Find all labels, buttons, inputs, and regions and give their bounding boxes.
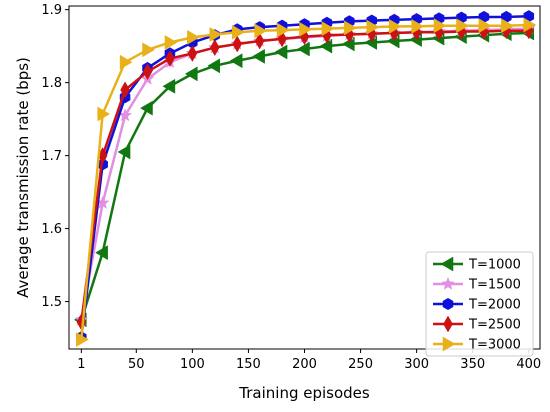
- y-axis-label: Average transmission rate (bps): [14, 57, 32, 298]
- data-point-t-3000: [501, 18, 514, 34]
- data-point-t-2500: [120, 81, 130, 99]
- x-axis-label: Training episodes: [238, 384, 370, 402]
- legend-item-t-1500: T=1500: [433, 276, 521, 293]
- legend-item-t-3000: T=3000: [433, 336, 521, 353]
- legend-label: T=1000: [468, 258, 521, 273]
- data-point-t-3000: [76, 332, 89, 347]
- data-point-t-1000: [95, 245, 108, 261]
- data-point-t-3000: [299, 21, 312, 37]
- x-tick-label: 1: [77, 357, 85, 372]
- legend: T=1000 T=1500 T=2000 T=2500 T=3000: [425, 251, 534, 357]
- x-axis-ticks: 1 50 100 150 200 250 300 350 400: [77, 349, 541, 372]
- series-t-3000: [76, 17, 537, 347]
- data-point-t-3000: [97, 106, 111, 122]
- data-point-t-1000: [252, 48, 265, 64]
- x-tick-label: 50: [128, 357, 145, 372]
- data-point-t-3000: [231, 24, 245, 40]
- data-point-t-3000: [209, 27, 223, 42]
- data-point-t-3000: [254, 23, 268, 39]
- legend-label: T=2500: [468, 318, 521, 333]
- data-point-t-3000: [456, 18, 469, 34]
- y-axis-ticks: 1.5 1.6 1.7 1.8 1.9: [41, 3, 69, 310]
- legend-item-t-1000: T=1000: [433, 256, 521, 273]
- data-point-t-1000: [207, 58, 221, 74]
- data-point-t-3000: [119, 54, 133, 70]
- x-tick-label: 300: [404, 357, 429, 372]
- legend-marker: [440, 256, 454, 272]
- data-point-t-1000: [274, 44, 288, 60]
- x-tick-label: 200: [292, 357, 317, 372]
- data-point-t-1000: [319, 38, 333, 54]
- data-point-t-1000: [140, 100, 153, 116]
- y-tick-label: 1.7: [41, 149, 62, 164]
- data-point-t-2500: [187, 44, 198, 62]
- x-tick-label: 400: [516, 357, 541, 372]
- legend-item-t-2500: T=2500: [433, 315, 521, 333]
- data-point-t-3000: [433, 18, 447, 34]
- data-point-t-3000: [523, 17, 537, 33]
- data-point-t-1000: [162, 78, 176, 94]
- data-point-t-3000: [411, 18, 425, 34]
- x-tick-label: 150: [236, 357, 261, 372]
- y-tick-label: 1.9: [41, 3, 62, 18]
- data-point-t-1000: [229, 53, 243, 69]
- legend-marker: [441, 276, 455, 290]
- legend-item-t-2000: T=2000: [433, 298, 521, 313]
- data-point-t-3000: [366, 19, 380, 35]
- data-point-t-3000: [142, 42, 155, 58]
- data-point-t-2500: [210, 39, 220, 57]
- data-point-t-3000: [276, 22, 290, 38]
- legend-marker: [443, 315, 453, 333]
- data-point-t-1000: [297, 41, 310, 57]
- data-point-t-1000: [117, 144, 131, 160]
- data-point-t-2500: [254, 32, 265, 50]
- y-tick-label: 1.8: [41, 76, 62, 91]
- series-t-1000: [73, 25, 535, 328]
- data-point-t-3000: [321, 21, 335, 37]
- data-point-t-2500: [232, 35, 242, 53]
- x-tick-label: 100: [180, 357, 205, 372]
- legend-box: [425, 251, 534, 357]
- legend-marker: [442, 297, 454, 311]
- data-point-t-3000: [164, 35, 178, 50]
- data-point-t-3000: [187, 29, 200, 45]
- x-tick-label: 250: [348, 357, 373, 372]
- series-layer: [73, 10, 537, 347]
- legend-label: T=1500: [468, 278, 521, 293]
- legend-label: T=2000: [468, 298, 521, 313]
- y-tick-label: 1.5: [41, 295, 62, 310]
- data-point-t-2500: [142, 63, 153, 81]
- data-point-t-3000: [388, 18, 402, 34]
- legend-label: T=3000: [468, 338, 521, 353]
- y-tick-label: 1.6: [41, 222, 62, 237]
- legend-marker: [442, 336, 456, 352]
- data-point-t-2500: [165, 50, 175, 68]
- x-tick-label: 350: [460, 357, 485, 372]
- data-point-t-3000: [478, 18, 492, 34]
- data-point-t-1000: [184, 66, 198, 82]
- data-point-t-3000: [344, 20, 357, 36]
